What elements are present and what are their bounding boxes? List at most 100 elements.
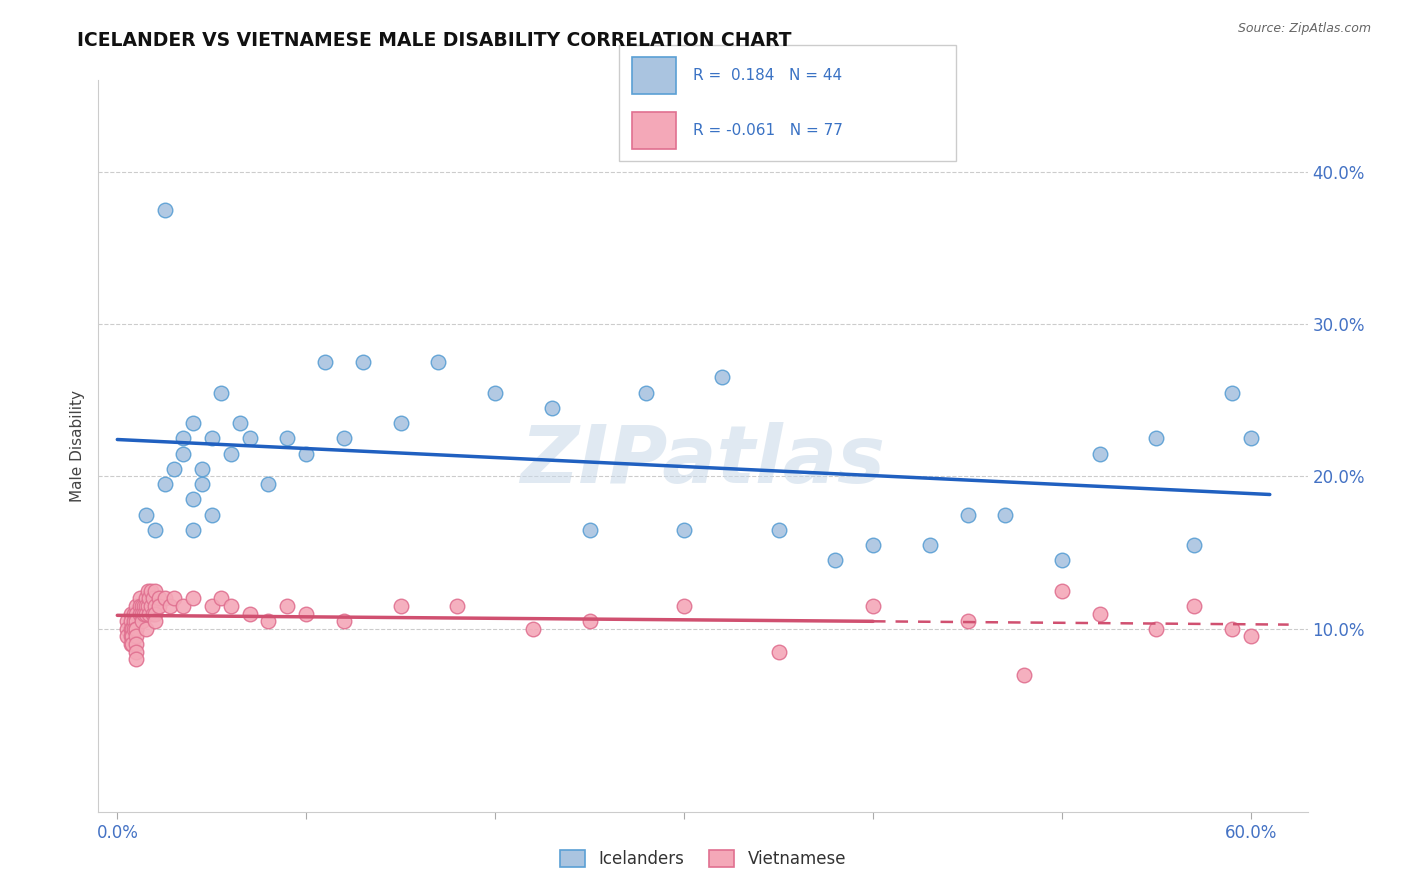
Text: Source: ZipAtlas.com: Source: ZipAtlas.com [1237, 22, 1371, 36]
Point [427, 355, 450, 369]
Point [120, 630, 142, 644]
Text: R =  0.184   N = 44: R = 0.184 N = 44 [693, 69, 842, 84]
Point [1012, 667, 1035, 681]
Point [1182, 599, 1205, 613]
Point [862, 599, 884, 613]
Point [120, 607, 142, 621]
Point [219, 599, 242, 613]
Point [120, 614, 142, 628]
Point [389, 599, 412, 613]
Point [1088, 607, 1111, 621]
Point [229, 416, 252, 430]
Point [115, 630, 138, 644]
Point [138, 591, 160, 606]
Point [163, 591, 186, 606]
Point [201, 508, 224, 522]
Point [333, 614, 356, 628]
Point [143, 523, 166, 537]
Point [181, 492, 204, 507]
Point [295, 607, 318, 621]
Point [121, 622, 143, 636]
Point [710, 370, 733, 384]
Point [129, 599, 152, 613]
Point [131, 614, 153, 628]
Point [136, 583, 159, 598]
Point [120, 637, 142, 651]
Point [132, 607, 155, 621]
Point [115, 622, 138, 636]
Point [172, 431, 194, 445]
Point [125, 637, 148, 651]
Point [673, 599, 696, 613]
Point [141, 583, 163, 598]
Text: R = -0.061   N = 77: R = -0.061 N = 77 [693, 123, 842, 138]
Point [219, 447, 242, 461]
Point [129, 591, 152, 606]
Point [1050, 583, 1073, 598]
Point [125, 652, 148, 666]
Point [143, 583, 166, 598]
Point [121, 637, 143, 651]
Point [142, 607, 165, 621]
Point [159, 599, 181, 613]
Point [636, 385, 658, 400]
Point [135, 622, 157, 636]
Point [181, 523, 204, 537]
Point [125, 645, 148, 659]
Bar [633, 57, 676, 95]
Point [181, 416, 204, 430]
Point [389, 416, 412, 430]
Point [136, 599, 159, 613]
Point [1240, 630, 1263, 644]
Point [181, 591, 204, 606]
Point [257, 614, 280, 628]
Point [143, 599, 166, 613]
Point [115, 614, 138, 628]
Point [124, 614, 146, 628]
Point [1182, 538, 1205, 552]
Point [768, 523, 790, 537]
Point [768, 645, 790, 659]
Point [124, 607, 146, 621]
Point [956, 508, 979, 522]
FancyBboxPatch shape [619, 45, 956, 161]
Point [201, 431, 224, 445]
Point [125, 622, 148, 636]
Point [172, 599, 194, 613]
Point [239, 431, 262, 445]
Point [257, 477, 280, 491]
Point [143, 614, 166, 628]
Point [131, 599, 153, 613]
Point [142, 591, 165, 606]
Point [135, 607, 157, 621]
Point [209, 591, 232, 606]
Y-axis label: Male Disability: Male Disability [70, 390, 86, 502]
Point [673, 523, 696, 537]
Point [522, 622, 544, 636]
Point [540, 401, 562, 415]
Point [143, 607, 166, 621]
Point [125, 599, 148, 613]
Point [148, 591, 170, 606]
Legend: Icelanders, Vietnamese: Icelanders, Vietnamese [551, 842, 855, 877]
Point [201, 599, 224, 613]
Point [352, 355, 374, 369]
Text: ZIPatlas: ZIPatlas [520, 422, 886, 500]
Point [314, 355, 336, 369]
Point [862, 538, 884, 552]
Point [141, 599, 163, 613]
Point [333, 431, 356, 445]
Point [239, 607, 262, 621]
Point [125, 607, 148, 621]
Point [578, 523, 600, 537]
Text: ICELANDER VS VIETNAMESE MALE DISABILITY CORRELATION CHART: ICELANDER VS VIETNAMESE MALE DISABILITY … [77, 31, 792, 50]
Point [484, 385, 506, 400]
Point [135, 508, 157, 522]
Point [153, 202, 176, 217]
Point [125, 614, 148, 628]
Point [276, 431, 298, 445]
Point [1220, 622, 1243, 636]
Point [994, 508, 1017, 522]
Point [276, 599, 298, 613]
Point [163, 462, 186, 476]
